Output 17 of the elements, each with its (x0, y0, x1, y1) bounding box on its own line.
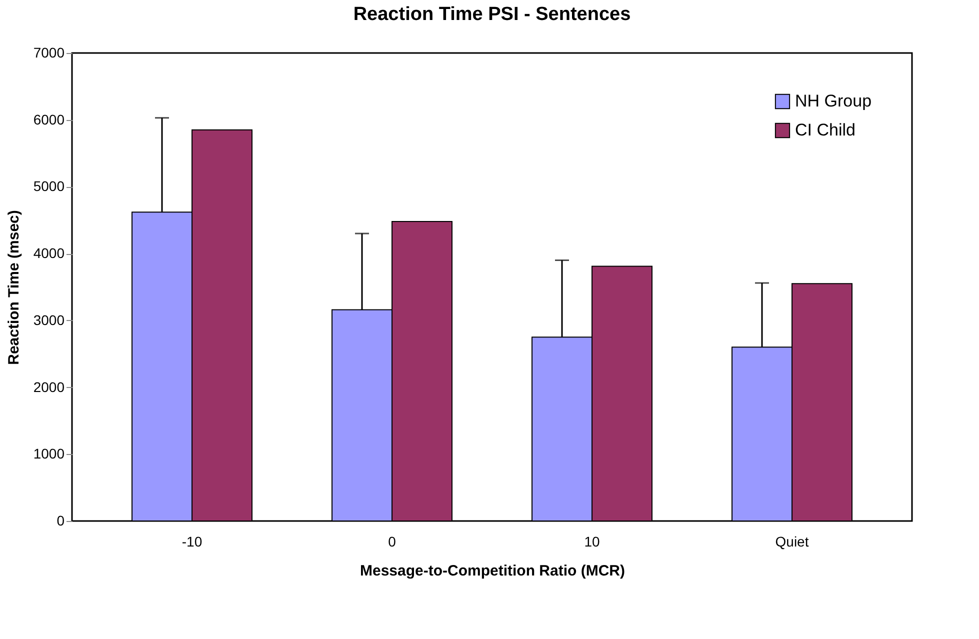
y-tick-label: 7000 (33, 44, 65, 60)
y-tick-label: 5000 (33, 178, 65, 194)
y-tick-label: 2000 (33, 378, 65, 395)
x-tick-label: 10 (584, 534, 600, 550)
x-tick-label: 0 (388, 534, 396, 550)
legend-label: NH Group (795, 92, 872, 110)
y-tick-label: 4000 (33, 245, 65, 262)
y-tick-label: 6000 (33, 111, 65, 128)
x-tick-label: Quiet (775, 534, 809, 550)
y-axis-title: Reaction Time (msec) (5, 210, 22, 365)
legend-label: CI Child (795, 120, 856, 140)
chart-title: Reaction Time PSI - Sentences (353, 4, 631, 25)
y-tick-label: 1000 (33, 446, 65, 462)
y-tick-label: 0 (56, 512, 65, 528)
y-tick-label: 3000 (33, 312, 65, 328)
x-tick-label: -10 (182, 534, 202, 550)
x-axis-title: Message-to-Competition Ratio (MCR) (360, 562, 625, 580)
